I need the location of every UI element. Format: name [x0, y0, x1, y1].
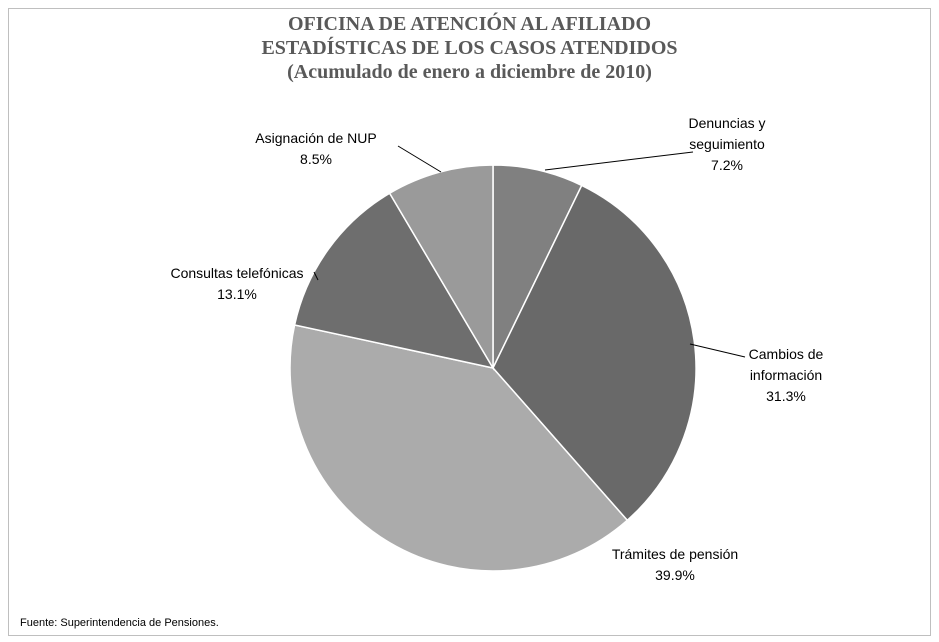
- pie-slice: [388, 164, 494, 371]
- leader-line: [689, 343, 746, 358]
- slice-label: Consultas telefónicas: [170, 265, 304, 281]
- source-note: Fuente: Superintendencia de Pensiones.: [20, 617, 219, 629]
- slice-label: Denuncias y seguimiento: [688, 115, 766, 152]
- pie-slice: [492, 184, 697, 522]
- slice-value-label: 31.3%: [766, 388, 806, 404]
- chart-frame: [8, 8, 931, 636]
- chart-title: (Acumulado de enero a diciembre de 2010): [287, 61, 652, 83]
- slice-label: Trámites de pensión: [611, 546, 739, 562]
- chart-title: ESTADÍSTICAS DE LOS CASOS ATENDIDOS: [261, 37, 678, 59]
- chart-title: OFICINA DE ATENCIÓN AL AFILIADO: [287, 13, 652, 35]
- leader-line: [544, 151, 694, 171]
- slice-value-label: 8.5%: [300, 151, 332, 167]
- pie-slice: [293, 192, 495, 370]
- leader-line: [313, 271, 319, 281]
- slice-label: Asignación de NUP: [255, 130, 377, 146]
- pie-slice: [289, 324, 629, 572]
- slice-value-label: 13.1%: [217, 286, 257, 302]
- leader-line: [397, 145, 442, 173]
- slice-label: Cambios de información: [748, 346, 824, 383]
- slice-value-label: 7.2%: [711, 157, 743, 173]
- slice-value-label: 39.9%: [655, 567, 695, 583]
